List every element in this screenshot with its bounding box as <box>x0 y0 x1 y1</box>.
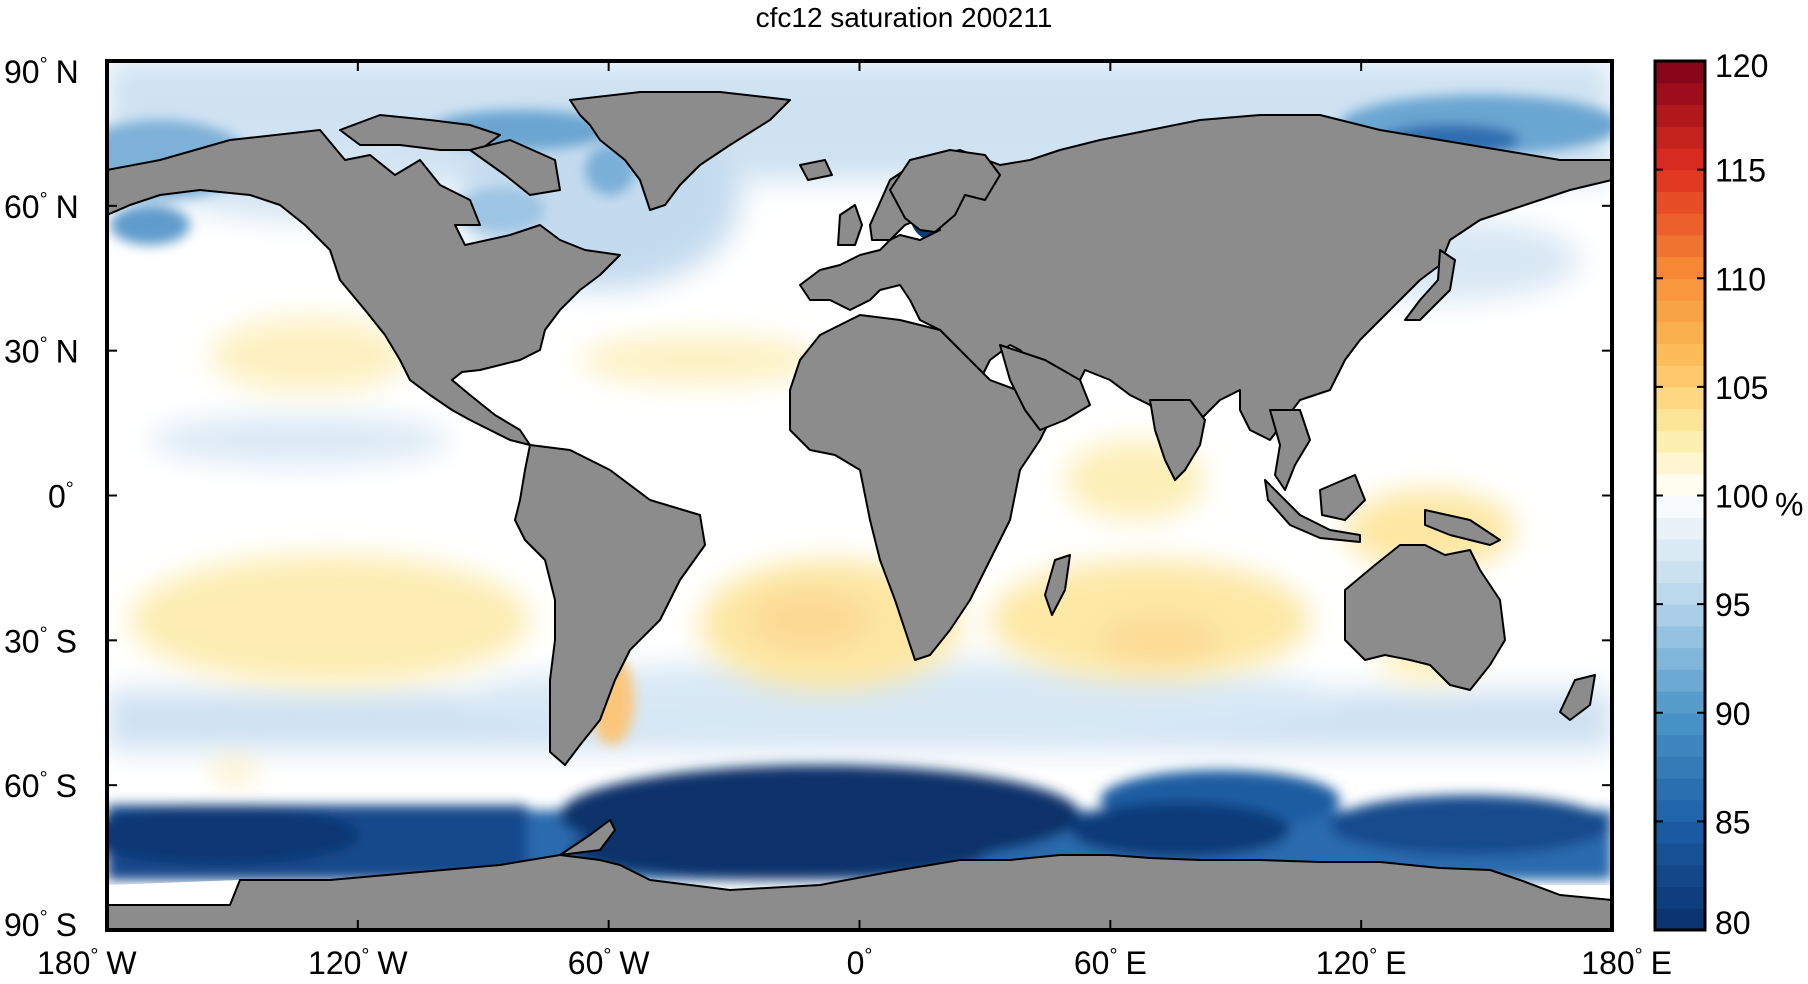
colorbar-swatch <box>1655 756 1705 779</box>
lon-tick-label: 180° E <box>1581 945 1672 981</box>
colorbar-swatch <box>1655 669 1705 692</box>
lat-tick-label: 30° S <box>4 623 77 659</box>
colorbar-tick-label: 110 <box>1715 261 1766 297</box>
india <box>1149 399 1206 481</box>
antarctica <box>107 854 1612 930</box>
longitude-axis: 180° W 120° W 60° W 0° 60° E 120° E 180° E <box>37 61 1672 981</box>
colorbar-swatch <box>1655 452 1705 475</box>
colorbar-tick-label: 105 <box>1715 370 1768 406</box>
new-zealand <box>1559 674 1596 721</box>
colorbar-swatch <box>1655 234 1705 258</box>
antarctic-peninsula <box>559 819 616 856</box>
colorbar-tick-label: 120 <box>1715 48 1768 84</box>
colorbar-swatch <box>1655 517 1705 540</box>
latitude-axis: 90° N 60° N 30° N 0° 30° S 60° S 90° S <box>4 54 1612 943</box>
plot-title: cfc12 saturation 200211 <box>755 2 1053 33</box>
canadian-archipelago <box>339 114 501 151</box>
colorbar-swatch <box>1655 495 1705 518</box>
colorbar: 80 85 90 95 100 105 110 115 120 <box>1653 48 1768 941</box>
colorbar-swatch <box>1655 821 1705 844</box>
colorbar-swatch <box>1655 321 1705 345</box>
colorbar-swatch <box>1655 864 1705 888</box>
lon-tick-label: 120° E <box>1316 945 1407 981</box>
colorbar-swatch <box>1655 299 1705 323</box>
lon-tick-label: 120° W <box>308 945 408 981</box>
land-layer <box>107 91 1612 930</box>
colorbar-swatch <box>1655 886 1705 909</box>
colorbar-swatch <box>1655 256 1705 279</box>
colorbar-swatch <box>1655 278 1705 301</box>
colorbar-swatch <box>1655 126 1705 149</box>
southeast-asia <box>1269 409 1311 491</box>
colorbar-swatch <box>1655 777 1705 801</box>
colorbar-swatch <box>1655 647 1705 670</box>
colorbar-swatch <box>1655 386 1705 410</box>
north-america <box>107 129 621 446</box>
australia <box>1344 544 1506 691</box>
colorbar-swatch <box>1655 799 1705 822</box>
colorbar-swatch <box>1655 169 1705 192</box>
colorbar-swatch <box>1655 82 1705 106</box>
arabian-peninsula <box>999 344 1091 431</box>
colorbar-swatch <box>1655 625 1705 649</box>
lat-tick-label: 30° N <box>4 334 79 370</box>
colorbar-swatch <box>1655 538 1705 562</box>
lon-tick-label: 0° <box>847 945 873 981</box>
colorbar-swatch <box>1655 843 1705 866</box>
lat-tick-label: 90° S <box>4 907 77 943</box>
sumatra-java <box>1264 479 1361 543</box>
lat-tick-label: 60° N <box>4 189 79 225</box>
colorbar-swatch <box>1655 191 1705 214</box>
colorbar-swatch <box>1655 582 1705 605</box>
colorbar-swatch <box>1655 712 1705 736</box>
colorbar-swatch <box>1655 213 1705 236</box>
colorbar-tick-label: 115 <box>1715 153 1766 189</box>
lat-tick-label: 0° <box>48 479 74 515</box>
colorbar-tick-label: 85 <box>1715 804 1751 840</box>
scandinavia <box>889 149 1001 233</box>
colorbar-swatch <box>1655 908 1705 931</box>
baffin-island <box>469 139 561 196</box>
madagascar <box>1044 554 1071 616</box>
japan <box>1404 249 1456 321</box>
colorbar-swatch <box>1655 104 1705 127</box>
lon-tick-label: 60° W <box>568 945 651 981</box>
ross-shelf-white <box>107 880 240 905</box>
colorbar-swatch <box>1655 734 1705 757</box>
lat-tick-label: 90° N <box>4 54 79 90</box>
borneo <box>1319 474 1366 521</box>
lat-tick-label: 60° S <box>4 768 77 804</box>
colorbar-swatch <box>1655 61 1705 84</box>
colorbar-swatch <box>1655 343 1705 366</box>
colorbar-unit-label: % <box>1775 487 1803 523</box>
colorbar-tick-label: 80 <box>1715 905 1751 941</box>
new-guinea <box>1424 509 1501 546</box>
colorbar-swatch <box>1655 473 1705 497</box>
lon-tick-label: 180° W <box>37 945 137 981</box>
colorbar-tick-label: 95 <box>1715 587 1751 623</box>
colorbar-swatch <box>1655 604 1705 627</box>
south-america <box>514 444 706 766</box>
lon-tick-label: 60° E <box>1074 945 1147 981</box>
southern-ocean-undersaturation <box>107 765 1612 880</box>
africa <box>789 314 1061 661</box>
iceland <box>799 159 833 181</box>
colorbar-swatch <box>1655 147 1705 171</box>
colorbar-swatch <box>1655 560 1705 583</box>
colorbar-tick-label: 90 <box>1715 696 1751 732</box>
colorbar-swatch <box>1655 691 1705 714</box>
colorbar-swatch <box>1655 408 1705 431</box>
greenland <box>569 91 791 211</box>
great-britain <box>837 204 863 246</box>
colorbar-swatch <box>1655 365 1705 388</box>
colorbar-tick-label: 100 <box>1715 479 1768 515</box>
colorbar-swatch <box>1655 430 1705 453</box>
